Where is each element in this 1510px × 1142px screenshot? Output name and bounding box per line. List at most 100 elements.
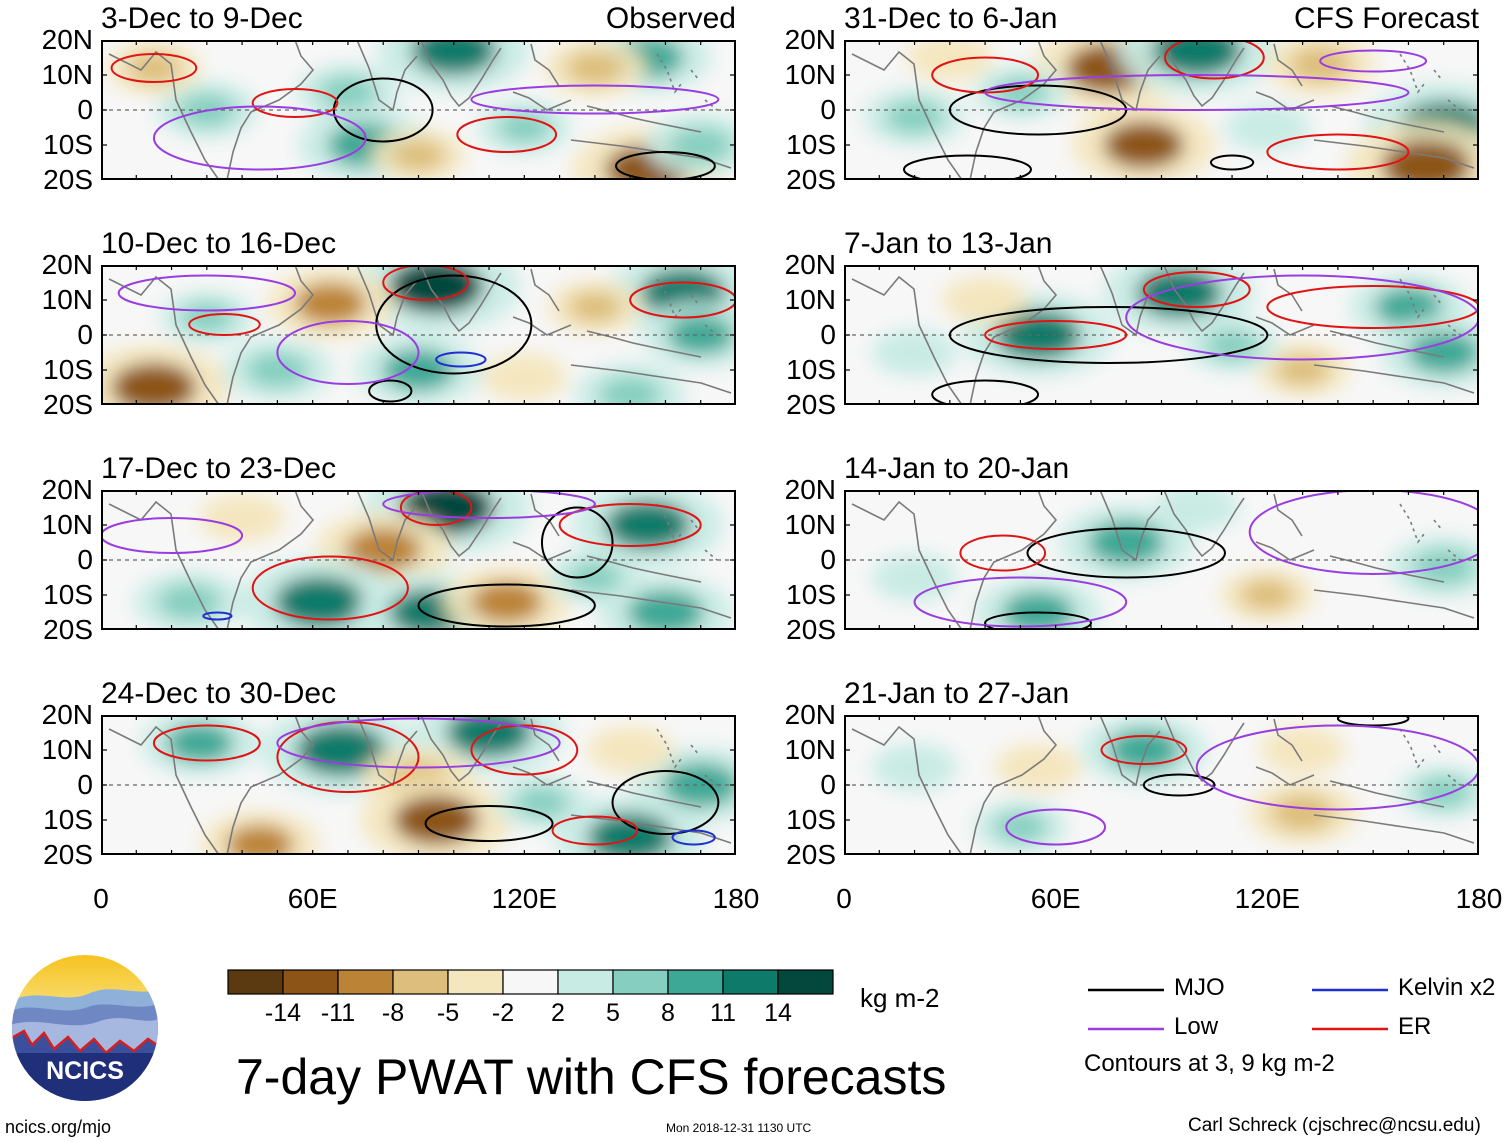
pwat-anomaly — [890, 753, 939, 782]
contour-low — [1005, 808, 1107, 846]
map-panel — [101, 40, 736, 180]
pwat-anomaly — [296, 724, 386, 776]
panel-source: CFS Forecast — [1293, 2, 1479, 35]
contour-er — [382, 265, 469, 301]
contour-low — [1195, 724, 1479, 811]
legend-line — [1088, 988, 1164, 992]
contour-er — [251, 88, 339, 118]
lat-tick-label: 20S — [786, 614, 836, 645]
colorbar-swatch — [667, 969, 724, 995]
contour-mjo — [948, 306, 1269, 364]
colorbar-tick-label: 11 — [710, 999, 736, 1027]
lat-tick-label: 10N — [41, 284, 93, 315]
pwat-anomaly — [568, 291, 622, 323]
colorbar-tick-label: -11 — [320, 999, 356, 1027]
lon-tick-label: 60E — [1030, 883, 1081, 914]
lat-tick-label: 10N — [784, 284, 836, 315]
pwat-anomaly — [605, 500, 691, 550]
lat-tick-label: 20N — [784, 474, 836, 505]
pwat-anomaly — [180, 302, 234, 333]
lat-tick-label: 10S — [43, 129, 93, 160]
contour-mjo — [368, 379, 413, 403]
panel-title: 7-Jan to 13-Jan — [844, 227, 1053, 260]
lon-tick-label: 0 — [93, 883, 109, 914]
legend-label: Kelvin x2 — [1398, 974, 1496, 1001]
pwat-anomaly — [1002, 591, 1074, 630]
colorbar-swatch — [612, 969, 669, 995]
pwat-anomaly — [568, 562, 622, 593]
colorbar-swatch — [502, 969, 559, 995]
footer-timestamp: Mon 2018-12-31 1130 UTC — [666, 1121, 812, 1135]
contour-er — [1142, 271, 1251, 308]
lat-tick-label: 20S — [43, 614, 93, 645]
lat-tick-label: 0 — [820, 319, 836, 350]
contour-kelvin-x2 — [435, 351, 487, 368]
colorbar-swatch — [392, 969, 449, 995]
pwat-anomaly — [1172, 493, 1222, 522]
lat-tick-label: 20S — [786, 389, 836, 420]
contour-mjo — [1026, 527, 1227, 579]
contour-mjo — [424, 805, 554, 842]
colorbar-tick-label: -5 — [436, 999, 460, 1027]
colorbar-tick-label: 2 — [551, 999, 565, 1027]
contour-er — [1100, 735, 1188, 765]
contour-er — [399, 490, 473, 526]
lat-tick-label: 10S — [786, 579, 836, 610]
lon-tick-label: 120E — [1234, 883, 1301, 914]
pwat-anomaly — [1271, 794, 1334, 832]
pwat-anomaly — [111, 362, 197, 405]
footer-credit: Carl Schreck (cjschrec@ncsu.edu) — [1188, 1115, 1481, 1136]
colorbar-swatch — [227, 969, 284, 995]
lon-tick-label: 180 — [712, 883, 760, 914]
lat-tick-label: 0 — [77, 769, 93, 800]
pwat-anomaly — [217, 503, 267, 533]
pwat-anomaly — [890, 563, 939, 592]
pwat-anomaly — [1289, 46, 1352, 83]
pwat-anomaly — [1108, 729, 1180, 771]
contour-low — [152, 105, 367, 171]
colorbar-tick-label: 8 — [661, 999, 675, 1027]
map-panel — [844, 265, 1479, 405]
lat-tick-label: 20N — [41, 249, 93, 280]
colorbar — [227, 969, 834, 995]
pwat-anomaly — [993, 811, 1047, 843]
contour-low — [1248, 490, 1479, 575]
contour-mjo — [540, 506, 614, 579]
pwat-anomaly — [1088, 520, 1165, 565]
ncics-logo: NCICS — [12, 955, 158, 1101]
pwat-anomaly — [158, 583, 221, 621]
pwat-anomaly — [1240, 579, 1294, 611]
pwat-anomaly — [890, 338, 939, 367]
footer-url[interactable]: ncics.org/mjo — [5, 1117, 112, 1137]
colorbar-swatch — [557, 969, 614, 995]
contour-er — [984, 320, 1128, 350]
colorbar-tick-label: -2 — [491, 999, 515, 1027]
colorbar-swatch — [777, 969, 834, 995]
pwat-anomaly — [667, 315, 735, 355]
lat-tick-label: 10N — [41, 59, 93, 90]
panel-title: 10-Dec to 16-Dec — [101, 227, 337, 260]
lat-tick-label: 0 — [820, 769, 836, 800]
lat-tick-label: 10S — [786, 354, 836, 385]
legend-line — [1088, 1027, 1164, 1031]
pwat-anomaly — [1243, 113, 1292, 142]
pwat-anomaly — [599, 376, 662, 405]
contour-er — [551, 815, 639, 846]
contour-er — [456, 116, 558, 153]
lat-tick-label: 10S — [43, 579, 93, 610]
contour-er — [558, 503, 702, 547]
legend-line — [1312, 988, 1388, 992]
pwat-anomaly — [500, 362, 549, 392]
contour-mjo — [931, 379, 1040, 405]
lat-tick-label: 0 — [77, 544, 93, 575]
map-panel — [101, 490, 736, 630]
contour-low — [470, 84, 720, 115]
contour-mjo — [417, 583, 596, 628]
map-panel — [844, 490, 1479, 630]
island-coastline — [1399, 503, 1461, 561]
pwat-anomaly — [1375, 287, 1442, 327]
lat-tick-label: 0 — [77, 94, 93, 125]
panel-title: 24-Dec to 30-Dec — [101, 677, 337, 710]
lat-tick-label: 20N — [41, 474, 93, 505]
